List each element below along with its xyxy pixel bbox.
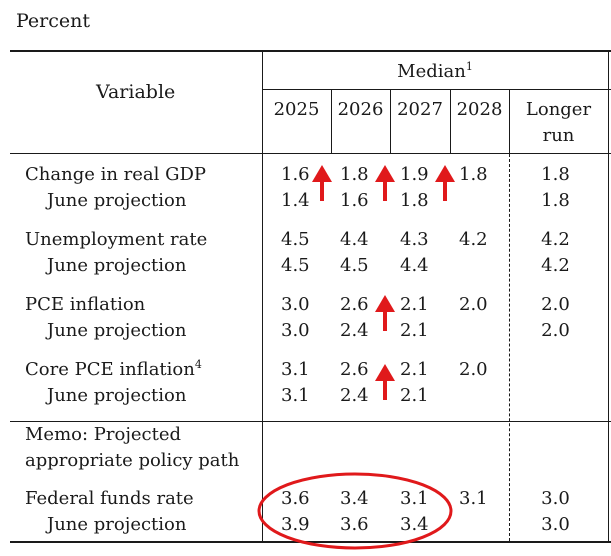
row-label-unemployment: Unemployment rate: [25, 229, 208, 250]
cell-ffr-2025: 3.6: [281, 488, 310, 509]
cell-ffr-june-2025: 3.9: [281, 514, 310, 535]
cell-pce-2026: 2.6: [340, 294, 369, 315]
cell-gdp-2028: 1.8: [459, 164, 488, 185]
row-label-pce: PCE inflation: [25, 294, 146, 315]
row-label-core-pce-june: June projection: [47, 385, 187, 406]
year-divider-3: [450, 90, 451, 153]
row-label-unemployment-june: June projection: [47, 255, 187, 276]
memo-label-line2: appropriate policy path: [25, 450, 240, 471]
cell-ffr-2028: 3.1: [459, 488, 488, 509]
cell-gdp-2025: 1.6: [281, 164, 310, 185]
median-header-label: Median: [397, 61, 466, 82]
longer-run-dashed-divider: [509, 154, 510, 541]
cell-ffr-longer-run: 3.0: [541, 488, 570, 509]
cell-pce-longer-run: 2.0: [541, 294, 570, 315]
header-rule: [10, 153, 611, 154]
year-divider-4: [509, 90, 510, 153]
cell-ffr-2026: 3.4: [340, 488, 369, 509]
cell-core-2028: 2.0: [459, 359, 488, 380]
cell-core-june-2025: 3.1: [281, 385, 310, 406]
cell-pce-june-2025: 3.0: [281, 320, 310, 341]
cell-core-2027: 2.1: [400, 359, 429, 380]
cell-ffr-june-2027: 3.4: [400, 514, 429, 535]
highlight-ellipse: [257, 472, 453, 550]
row-label-core-pce-text: Core PCE inflation: [25, 359, 195, 380]
cell-unemp-june-2025: 4.5: [281, 255, 310, 276]
cell-ffr-june-longer-run: 3.0: [541, 514, 570, 535]
cell-gdp-longer-run: 1.8: [541, 164, 570, 185]
up-arrow-icon: [312, 165, 332, 201]
cell-unemp-june-2026: 4.5: [340, 255, 369, 276]
year-header-2025: 2025: [273, 99, 320, 120]
row-label-pce-june: June projection: [47, 320, 187, 341]
year-header-2028: 2028: [456, 99, 503, 120]
variable-header: Variable: [96, 81, 176, 103]
year-divider-2: [390, 90, 391, 153]
year-divider-1: [331, 90, 332, 153]
cell-gdp-june-2025: 1.4: [281, 190, 310, 211]
cell-pce-2028: 2.0: [459, 294, 488, 315]
cell-ffr-2027: 3.1: [400, 488, 429, 509]
cell-gdp-june-longer-run: 1.8: [541, 190, 570, 211]
year-header-2027: 2027: [397, 99, 443, 120]
row-label-fed-funds: Federal funds rate: [25, 488, 194, 509]
cell-pce-june-2026: 2.4: [340, 320, 369, 341]
row-label-real-gdp-june: June projection: [47, 190, 187, 211]
cell-gdp-june-2026: 1.6: [340, 190, 369, 211]
bottom-rule: [10, 541, 611, 543]
cell-core-2026: 2.6: [340, 359, 369, 380]
cell-unemp-2028: 4.2: [459, 229, 488, 250]
cell-core-2025: 3.1: [281, 359, 310, 380]
top-rule: [10, 50, 611, 52]
cell-pce-june-longer-run: 2.0: [541, 320, 570, 341]
cell-gdp-2026: 1.8: [340, 164, 369, 185]
row-label-fed-funds-june: June projection: [47, 514, 187, 535]
cell-core-june-2026: 2.4: [340, 385, 369, 406]
cell-ffr-june-2026: 3.6: [340, 514, 369, 535]
median-footnote-ref: 1: [465, 60, 473, 73]
cell-pce-2025: 3.0: [281, 294, 310, 315]
cell-pce-2027: 2.1: [400, 294, 429, 315]
core-pce-footnote-ref: 4: [194, 358, 202, 371]
cell-gdp-2027: 1.9: [400, 164, 429, 185]
cell-unemp-2025: 4.5: [281, 229, 310, 250]
longer-run-header-line1: Longer: [525, 99, 592, 120]
unit-label: Percent: [16, 10, 91, 32]
cell-pce-june-2027: 2.1: [400, 320, 429, 341]
up-arrow-icon: [375, 165, 395, 201]
row-label-core-pce: Core PCE inflation4: [25, 358, 202, 380]
cell-unemp-june-longer-run: 4.2: [541, 255, 570, 276]
right-edge-divider: [608, 51, 609, 542]
cell-core-june-2027: 2.1: [400, 385, 429, 406]
cell-gdp-june-2027: 1.8: [400, 190, 429, 211]
memo-label-line1: Memo: Projected: [25, 424, 182, 445]
up-arrow-icon: [435, 165, 455, 201]
row-label-real-gdp: Change in real GDP: [25, 164, 207, 185]
up-arrow-icon: [375, 364, 395, 400]
year-header-2026: 2026: [337, 99, 384, 120]
memo-rule: [10, 421, 611, 422]
median-header: Median1: [262, 60, 608, 82]
longer-run-header-line2: run: [542, 125, 575, 146]
cell-unemp-2026: 4.4: [340, 229, 369, 250]
up-arrow-icon: [375, 295, 395, 331]
median-underline: [262, 89, 611, 90]
variable-column-divider: [262, 51, 263, 542]
cell-unemp-2027: 4.3: [400, 229, 429, 250]
cell-unemp-june-2027: 4.4: [400, 255, 429, 276]
cell-unemp-longer-run: 4.2: [541, 229, 570, 250]
